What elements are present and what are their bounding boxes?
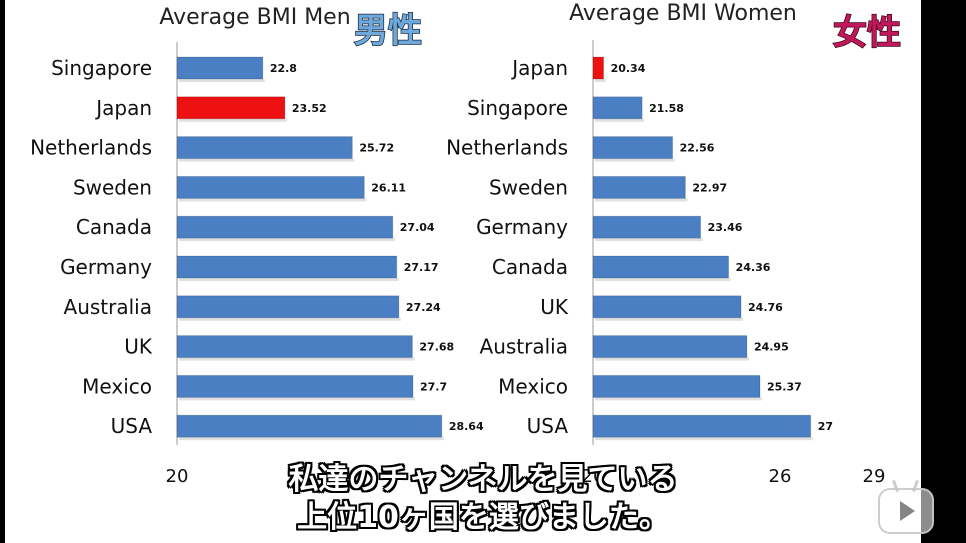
women-value-label: 23.46 — [708, 221, 743, 234]
women-category-label: Sweden — [489, 175, 568, 199]
men-category-label: Australia — [64, 295, 152, 319]
men-bar-shadow — [179, 79, 265, 82]
men-value-label: 26.11 — [371, 181, 406, 194]
women-bar — [592, 215, 702, 239]
women-category-label: USA — [527, 414, 569, 438]
women-value-label: 21.58 — [649, 102, 684, 115]
women-bar-shadow — [595, 198, 688, 202]
women-value-label: 27 — [818, 420, 833, 433]
men-bar — [176, 175, 365, 199]
men-value-label: 23.52 — [292, 102, 327, 115]
men-bar — [176, 96, 286, 120]
women-value-label: 24.76 — [748, 301, 783, 314]
women-x-tick-label: 26 — [769, 466, 792, 487]
women-category-label: Netherlands — [446, 136, 568, 160]
men-value-label: 28.64 — [449, 420, 484, 433]
women-category-label: Germany — [476, 215, 568, 239]
men-bar — [176, 136, 353, 160]
men-category-label: USA — [111, 414, 153, 438]
women-bar-shadow — [595, 158, 675, 162]
men-bar — [176, 295, 400, 319]
men-x-tick-label: 20 — [166, 466, 189, 487]
men-value-label: 22.8 — [270, 62, 297, 75]
men-category-label: Singapore — [51, 56, 152, 80]
women-bar-shadow — [595, 397, 763, 401]
women-bar — [592, 175, 686, 199]
women-bar — [592, 414, 812, 438]
men-value-label: 27.17 — [404, 261, 439, 274]
men-category-label: Netherlands — [30, 136, 152, 160]
women-bar-shadow — [595, 118, 645, 122]
men-category-label: Canada — [76, 215, 152, 239]
men-category-label: Sweden — [73, 175, 152, 199]
slide: Average BMI Men 男性 Singapore 22.8 Japan 23.52… — [5, 0, 921, 543]
men-bar — [176, 335, 413, 359]
women-value-label: 22.97 — [692, 181, 727, 194]
women-bar — [592, 56, 605, 80]
bmi-charts: Average BMI Men 男性 Singapore 22.8 Japan 23.52… — [30, 1, 902, 487]
men-bar-shadow — [179, 118, 287, 122]
women-value-label: 20.34 — [611, 62, 646, 75]
men-bar-shadow — [179, 238, 395, 242]
play-button-icon[interactable] — [878, 479, 934, 534]
women-bar-shadow — [595, 79, 606, 82]
men-bar-shadow — [179, 278, 399, 281]
women-bar — [592, 374, 761, 398]
subtitle-line-2: 上位10ヶ国を選びました。 — [297, 500, 669, 535]
women-value-label: 24.95 — [754, 341, 789, 354]
women-x-tick-label: 20 — [582, 466, 605, 487]
men-bar — [176, 255, 398, 279]
men-bar-shadow — [179, 158, 355, 162]
subtitle-line-1: 私達のチャンネルを見ている — [288, 462, 678, 497]
men-category-label: Japan — [94, 96, 152, 120]
men-bar-shadow — [179, 317, 401, 321]
women-bar-shadow — [595, 317, 744, 321]
men-value-label: 27.7 — [420, 380, 447, 393]
men-bar-shadow — [179, 437, 444, 441]
women-value-label: 22.56 — [680, 142, 715, 155]
women-category-label: Canada — [492, 255, 568, 279]
women-chart-title: Average BMI Women — [569, 1, 797, 26]
men-value-label: 27.68 — [419, 341, 454, 354]
men-bar — [176, 56, 264, 80]
women-value-label: 24.36 — [736, 261, 771, 274]
women-category-label: Japan — [510, 56, 568, 80]
men-category-label: UK — [124, 335, 153, 359]
women-bar — [592, 335, 748, 359]
women-bar — [592, 255, 730, 279]
men-bar-shadow — [179, 198, 367, 202]
women-value-label: 25.37 — [767, 380, 802, 393]
women-category-label: Australia — [480, 335, 568, 359]
women-x-tick-label: 29 — [863, 466, 886, 487]
men-category-label: Mexico — [82, 374, 152, 398]
men-category-label: Germany — [60, 255, 152, 279]
men-bar — [176, 215, 394, 239]
men-jp-label: 男性 — [354, 11, 422, 51]
men-bar — [176, 374, 414, 398]
men-chart-title: Average BMI Men — [159, 5, 350, 30]
men-value-label: 27.04 — [400, 221, 435, 234]
men-bar — [176, 414, 443, 438]
women-category-label: UK — [540, 295, 569, 319]
women-bar — [592, 295, 742, 319]
women-bar-shadow — [595, 238, 703, 242]
women-bar-shadow — [595, 357, 749, 361]
women-category-label: Mexico — [498, 374, 568, 398]
women-bar-shadow — [595, 278, 731, 281]
women-category-label: Singapore — [467, 96, 568, 120]
women-bar — [592, 136, 674, 160]
women-jp-label: 女性 — [833, 13, 901, 53]
women-bar — [592, 96, 643, 120]
women-bar-shadow — [595, 437, 813, 441]
men-bar-shadow — [179, 357, 415, 361]
men-value-label: 27.24 — [406, 301, 441, 314]
men-bar-shadow — [179, 397, 416, 401]
men-value-label: 25.72 — [359, 142, 394, 155]
